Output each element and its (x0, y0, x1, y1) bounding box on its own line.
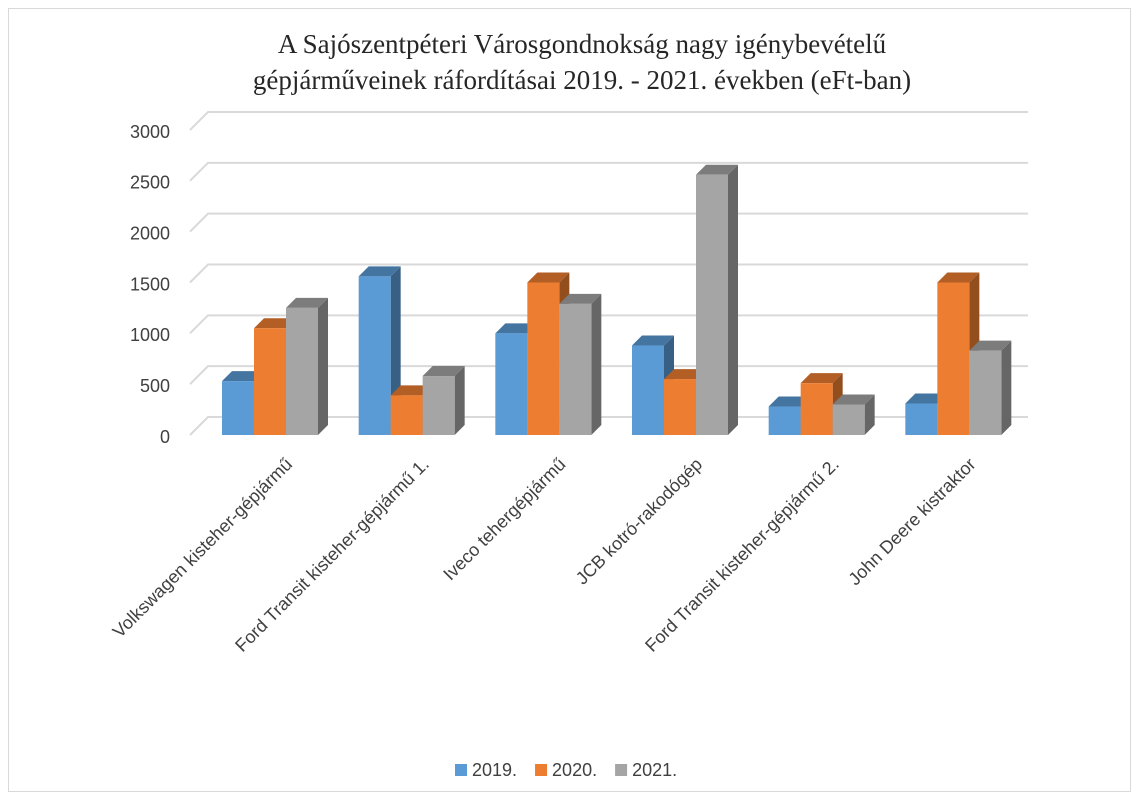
bar-front (254, 328, 286, 435)
grid-line (189, 314, 1028, 335)
bar-side (318, 297, 328, 435)
bar-front (390, 395, 423, 435)
grid-line (189, 212, 1028, 233)
bar-front (559, 303, 592, 435)
bar-top (358, 266, 401, 277)
bar-top (527, 272, 570, 283)
legend-swatch (455, 764, 467, 776)
y-tick-label: 0 (160, 427, 170, 447)
y-tick-label: 500 (140, 376, 170, 396)
bar-top (664, 369, 706, 380)
bar-front (527, 282, 560, 435)
bar (422, 366, 465, 435)
chart-title: gépjárműveinek ráfordításai 2019. - 2021… (253, 65, 911, 95)
bar-top (800, 373, 843, 384)
bar-front (937, 282, 970, 435)
y-tick-label: 1500 (130, 274, 170, 294)
bar-top (286, 297, 328, 308)
bar (286, 297, 328, 435)
bar-front (696, 174, 728, 435)
bar-side (1001, 340, 1012, 435)
bar-front (495, 333, 528, 435)
y-tick-label: 2000 (130, 223, 170, 243)
bar-top (495, 323, 538, 334)
grid-line (189, 365, 1028, 385)
bar-top (254, 318, 296, 329)
bar-top (905, 393, 948, 404)
bar-side (591, 293, 602, 435)
bar-front (632, 345, 664, 435)
legend-label: 2020. (552, 760, 597, 780)
bar-top (390, 385, 433, 396)
bar-front (905, 403, 938, 435)
legend-swatch (615, 764, 628, 776)
bar-top (559, 293, 602, 304)
bar (559, 293, 602, 435)
bar-top (768, 396, 811, 407)
bar-front (969, 350, 1002, 435)
bar-top (422, 366, 465, 377)
legend-label: 2019. (472, 760, 517, 780)
bar-side (864, 394, 875, 435)
bar-front (800, 383, 833, 435)
bar-front (222, 381, 254, 435)
bar (696, 164, 738, 435)
grid-line (189, 263, 1028, 284)
bar (969, 340, 1012, 435)
bar-front (768, 406, 801, 435)
bar-front (664, 379, 696, 435)
bar-front (832, 404, 865, 435)
bar-side (728, 164, 738, 435)
chart-title: A Sajószentpéteri Városgondnokság nagy i… (278, 29, 887, 59)
bar-top (937, 272, 980, 283)
bar-top (696, 164, 738, 175)
y-tick-label: 1000 (130, 325, 170, 345)
bar-top (832, 394, 875, 405)
y-tick-label: 3000 (130, 122, 170, 142)
bar-front (422, 376, 455, 435)
bar (832, 394, 875, 435)
grid-line (189, 111, 1028, 131)
legend-swatch (535, 764, 548, 776)
bar-top (969, 340, 1012, 351)
bar-front (358, 276, 391, 435)
y-tick-label: 2500 (130, 173, 170, 193)
grid-line (189, 161, 1028, 182)
bar-side (454, 366, 465, 435)
legend-label: 2021. (632, 760, 677, 780)
bar-front (286, 307, 318, 435)
bar-top (632, 335, 674, 346)
bar-top (222, 371, 264, 382)
grid-line (189, 416, 1028, 436)
